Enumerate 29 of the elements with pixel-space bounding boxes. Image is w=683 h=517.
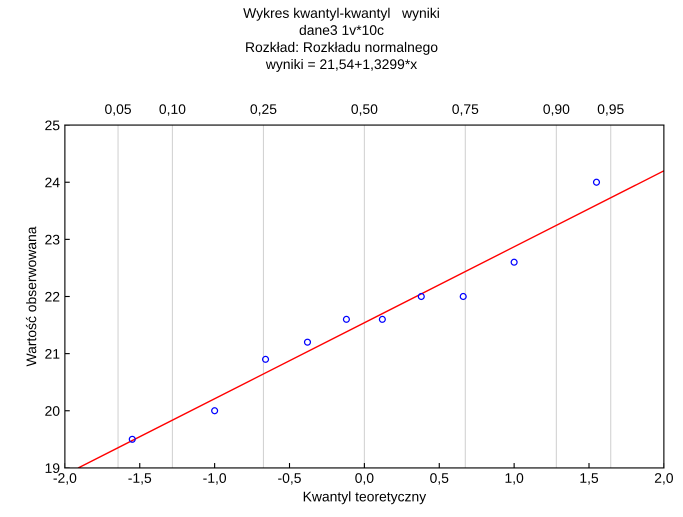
text: wyniki = 21,54+1,3299*x [266,58,418,72]
x-tick-label: 0,5 [430,473,448,485]
x-tick-label: -0,5 [278,473,301,485]
x-tick-label: -2,0 [54,473,76,485]
y-tick-label: 20 [45,406,60,416]
y-tick-label: 23 [45,234,60,245]
y-tick-label: 24 [45,178,60,188]
annotation: 0,25 [250,104,276,116]
annotation: 0,10 [159,104,186,116]
text: Rozkład: Rozkładu normalnego [246,42,438,55]
x-tick-label: -1,0 [203,473,226,485]
x-axis-title: Kwantyl teoretyczny [304,491,426,504]
y-tick-label: 25 [45,120,60,130]
y-tick-label: 22 [45,292,60,302]
x-tick-label: -1,5 [128,473,152,485]
x-tick-label: 0,0 [355,473,374,485]
annotation: 0,05 [105,104,131,116]
y-tick-label: 19 [46,463,60,474]
annotation: 0,95 [598,104,624,116]
chart-subtitle: dane3 1v*10c [300,24,384,36]
y-tick-label: 21 [45,348,60,359]
annotation: 0,90 [543,104,570,116]
annotation: 0,75 [452,104,478,116]
x-tick-label: 2,0 [654,473,673,485]
x-tick-label: 1,0 [506,473,524,485]
x-tick-label: 1,5 [580,473,598,485]
annotation: 0,50 [351,104,378,116]
chart-title: Wykres kwantyl-kwantyl wyniki [243,8,439,21]
y-axis-title: Wartość obserwowana [26,226,36,366]
